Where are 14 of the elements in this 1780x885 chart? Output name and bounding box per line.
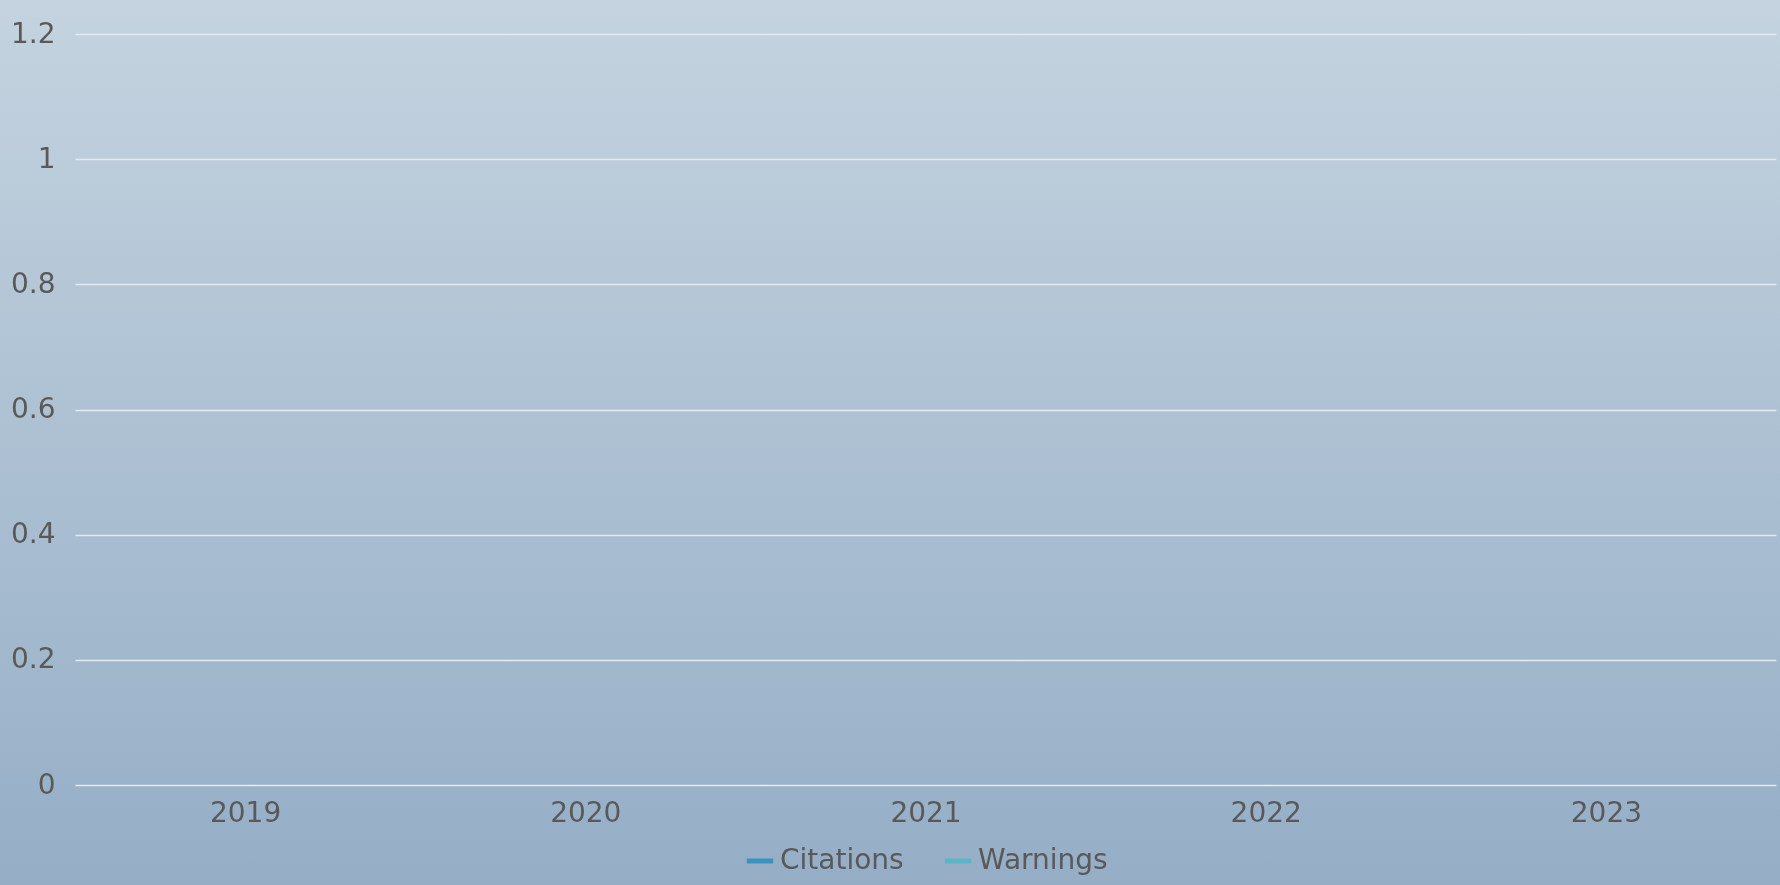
x-tick-label: 2023: [1570, 795, 1643, 829]
x-tick-label: 2019: [209, 795, 282, 829]
y-tick-label: 1.2: [10, 16, 56, 50]
y-tick-label: 0.4: [10, 517, 56, 551]
legend-label: Warnings: [978, 843, 1108, 876]
x-tick-label: 2021: [890, 795, 962, 829]
y-tick-label: 1: [37, 141, 56, 175]
y-tick-label: 0.6: [10, 392, 56, 425]
y-tick-label: 0: [37, 767, 56, 801]
x-tick-label: 2022: [1230, 795, 1302, 829]
y-tick-label: 0.2: [10, 642, 56, 676]
legend-label: Citations: [780, 843, 904, 876]
x-tick-label: 2020: [550, 795, 622, 829]
y-tick-label: 0.8: [10, 266, 56, 300]
